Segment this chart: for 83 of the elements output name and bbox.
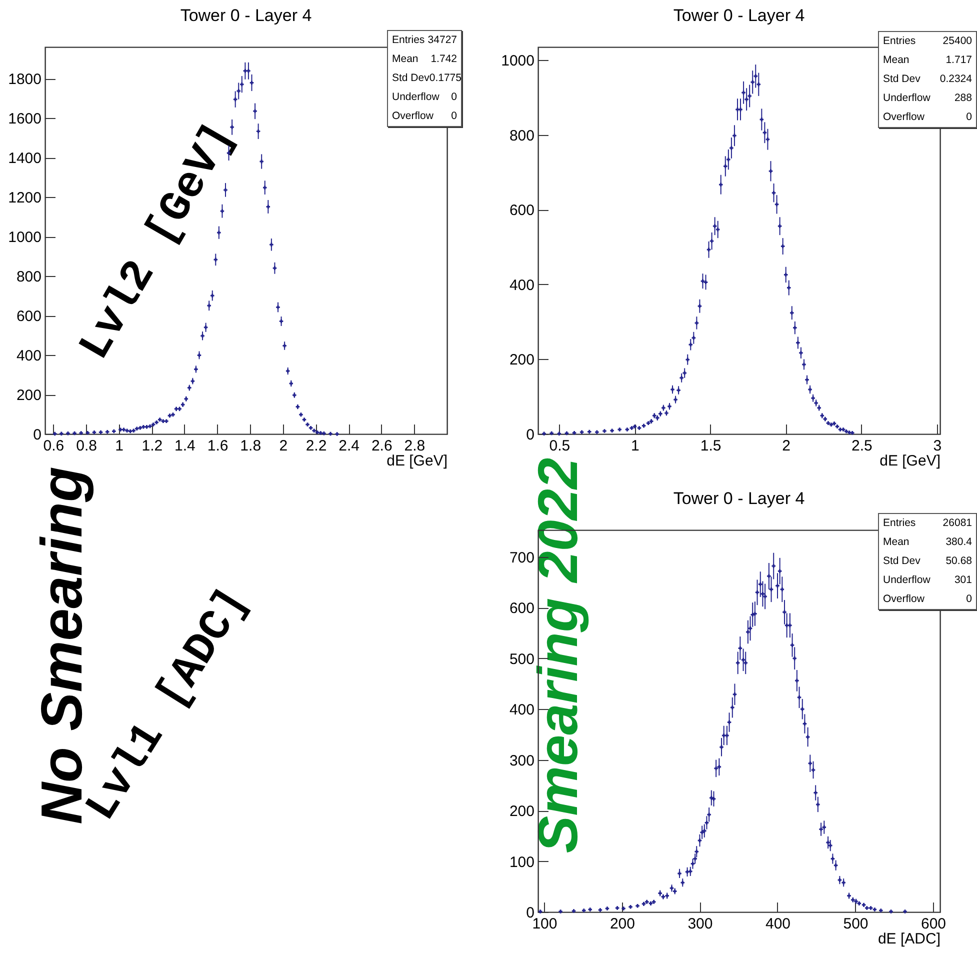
annotation: 1.742	[430, 52, 457, 67]
y-tick-label: 200	[509, 352, 534, 369]
x-tick-label: 1.4	[174, 438, 196, 454]
x-tick-label: 1.8	[240, 438, 262, 454]
text: 0	[966, 593, 972, 605]
annotation: Overflow	[883, 592, 924, 607]
annotation: Underflow	[883, 91, 930, 106]
y-tick-label: 800	[509, 127, 534, 144]
text: 34727	[428, 34, 457, 46]
y-tick-label: 300	[509, 752, 534, 770]
y-tick-label: 1600	[8, 110, 42, 128]
y-tick-label: 0	[33, 426, 42, 444]
y-tick-label: 400	[509, 276, 534, 294]
text: Entries	[883, 35, 916, 47]
x-tick-label: 3	[933, 438, 942, 454]
y-tick-label: 400	[16, 348, 42, 365]
y-tick-label: 800	[16, 268, 42, 286]
annotation: Overflow	[883, 110, 924, 125]
y-tick-label: 0	[526, 426, 534, 444]
text: 50.68	[946, 555, 972, 567]
text: 25400	[942, 35, 972, 47]
annotation: Std Dev	[883, 554, 920, 569]
annotation: Underflow	[883, 573, 930, 588]
x-tick-label: 1	[115, 438, 124, 454]
annotation: 0.2324	[940, 72, 972, 87]
text: 288	[954, 92, 972, 104]
x-tick-label: 2.4	[338, 438, 360, 454]
x-tick-label: 2.5	[851, 438, 872, 454]
y-tick-label: 1000	[501, 52, 534, 70]
y-tick-label: 500	[509, 650, 534, 668]
x-tick-label: 2.6	[371, 438, 392, 454]
annotation: Mean	[883, 535, 910, 550]
annotation: Overflow	[392, 109, 434, 124]
text: 26081	[942, 517, 972, 529]
x-tick-label: 2	[279, 438, 288, 454]
chart-title: Tower 0 - Layer 4	[180, 6, 312, 25]
annotation: Mean	[392, 52, 418, 67]
text: 301	[954, 574, 972, 586]
x-tick-label: 200	[610, 916, 635, 932]
chart-title: Tower 0 - Layer 4	[673, 6, 805, 25]
x-axis-title: dE [ADC]	[878, 930, 940, 948]
annotation: Underflow	[392, 90, 440, 105]
y-tick-label: 400	[509, 702, 534, 719]
annotation: 0.1775	[429, 71, 462, 86]
y-tick-label: 200	[509, 803, 534, 820]
x-tick-label: 1.6	[207, 438, 228, 454]
text: 0	[966, 111, 972, 123]
x-tick-label: 2	[782, 438, 791, 454]
text: 380.4	[946, 536, 972, 548]
text: Entries	[392, 34, 425, 46]
x-tick-label: 1.2	[142, 438, 163, 454]
x-tick-label: 600	[920, 916, 946, 932]
x-tick-label: 1.5	[700, 438, 722, 454]
x-tick-label: 0.6	[43, 438, 64, 454]
y-tick-label: 0	[526, 904, 534, 922]
x-tick-label: 2.8	[404, 438, 426, 454]
y-tick-label: 700	[509, 549, 534, 566]
y-tick-label: 200	[16, 387, 42, 404]
x-axis-title: dE [GeV]	[880, 452, 940, 470]
text: 1.717	[946, 54, 972, 66]
text: 0	[451, 110, 457, 122]
chart-title: Tower 0 - Layer 4	[673, 489, 805, 508]
text: 0	[451, 91, 457, 103]
y-tick-label: 600	[16, 308, 42, 326]
y-tick-label: 1000	[8, 229, 42, 246]
x-tick-label: 500	[843, 916, 868, 932]
y-tick-label: 600	[509, 202, 534, 220]
y-tick-label: 1200	[8, 190, 42, 207]
y-tick-label: 600	[509, 600, 534, 618]
y-tick-label: 1800	[8, 71, 42, 88]
x-axis-title: dE [GeV]	[386, 452, 448, 470]
x-tick-label: 2.2	[306, 438, 327, 454]
y-tick-label: 1400	[8, 150, 42, 168]
x-tick-label: 0.8	[76, 438, 97, 454]
x-tick-label: 0.5	[549, 438, 570, 454]
text: Entries	[883, 517, 916, 529]
x-tick-label: 400	[765, 916, 791, 932]
x-tick-label: 300	[688, 916, 713, 932]
y-tick-label: 100	[509, 854, 534, 871]
annotation: Std Dev	[392, 71, 430, 86]
annotation: Std Dev	[883, 72, 920, 87]
annotation: Mean	[883, 53, 910, 68]
x-tick-label: 1	[631, 438, 640, 454]
